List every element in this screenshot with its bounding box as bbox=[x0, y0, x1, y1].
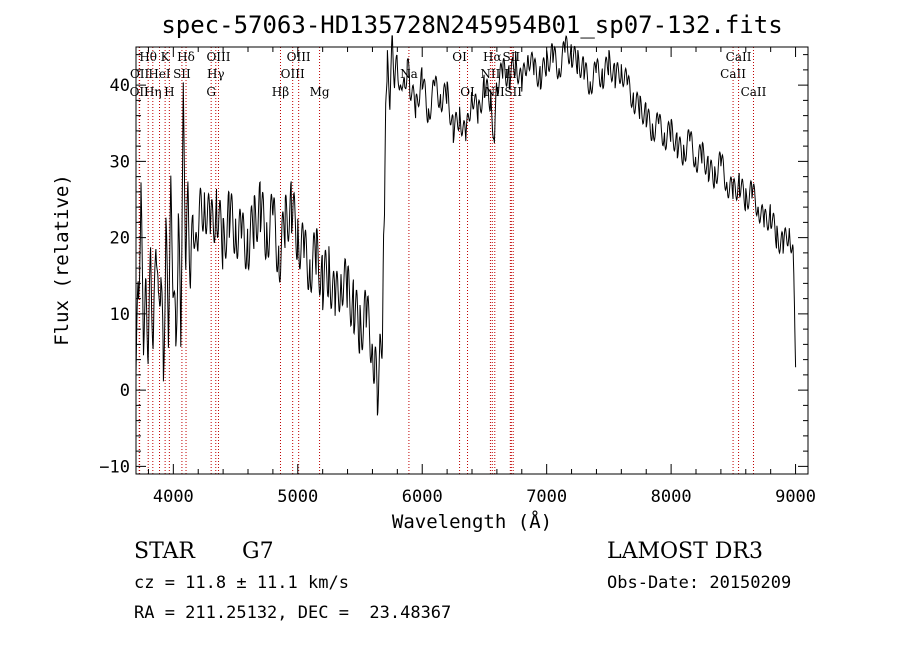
line-marker-label: OIII bbox=[287, 50, 311, 64]
x-tick-label: 6000 bbox=[402, 487, 443, 507]
plot-frame bbox=[135, 46, 809, 475]
line-marker-label: OI bbox=[460, 85, 475, 99]
line-marker-label: CaII bbox=[720, 67, 746, 81]
x-tick-label: 8000 bbox=[651, 487, 692, 507]
line-marker-label: OIII bbox=[281, 67, 305, 81]
spectrum-series bbox=[135, 35, 797, 416]
line-marker-label: G bbox=[206, 85, 216, 99]
x-tick-label: 4000 bbox=[153, 487, 194, 507]
x-tick-label: 9000 bbox=[775, 487, 816, 507]
class-label: STAR bbox=[134, 539, 195, 564]
line-marker-label: Hγ bbox=[207, 67, 225, 81]
y-tick-label: 40 bbox=[110, 76, 130, 96]
obs-date: Obs-Date: 20150209 bbox=[607, 573, 792, 593]
y-axis: −10 0 10 20 30 40 bbox=[99, 54, 808, 477]
line-marker-group: OIIOIIHθHηHeIKHSIIHδGHγOIIIHβOIIIOIIIMgN… bbox=[130, 47, 767, 474]
line-marker-label: SII bbox=[173, 67, 191, 81]
line-marker-label: K bbox=[161, 50, 171, 64]
line-marker-label: Hδ bbox=[177, 50, 195, 64]
line-marker-label: OI bbox=[452, 50, 467, 64]
line-marker-label: OIII bbox=[206, 50, 230, 64]
line-marker-label: Hβ bbox=[272, 85, 289, 99]
line-marker-label: Hη bbox=[144, 85, 162, 99]
ra-dec-value: RA = 211.25132, DEC = 23.48367 bbox=[134, 603, 452, 623]
y-tick-label: 0 bbox=[120, 381, 130, 401]
chart-title: spec-57063-HD135728N245954B01_sp07-132.f… bbox=[161, 11, 782, 39]
spectrum-line bbox=[135, 35, 797, 416]
line-marker-label: CaII bbox=[726, 50, 752, 64]
line-marker-label: SII bbox=[504, 85, 522, 99]
line-marker-label: H bbox=[164, 85, 174, 99]
x-tick-label: 5000 bbox=[277, 487, 318, 507]
subclass-label: G7 bbox=[242, 539, 274, 564]
x-tick-label: 7000 bbox=[526, 487, 567, 507]
line-marker-label: CaII bbox=[741, 85, 767, 99]
y-axis-label: Flux (relative) bbox=[51, 174, 73, 346]
x-axis: 4000 5000 6000 7000 8000 9000 bbox=[147, 47, 816, 507]
line-marker-label: Hθ bbox=[139, 50, 157, 64]
line-marker-label: NII bbox=[485, 85, 505, 99]
line-marker-label: Hα bbox=[483, 50, 502, 64]
line-marker-label: OII bbox=[130, 67, 150, 81]
y-tick-label: 10 bbox=[110, 305, 130, 325]
line-marker-label: NII bbox=[480, 67, 500, 81]
y-tick-label: 30 bbox=[110, 152, 130, 172]
line-marker-label: Mg bbox=[310, 85, 330, 99]
survey-label: LAMOST DR3 bbox=[607, 539, 763, 564]
y-tick-label: 20 bbox=[110, 229, 130, 249]
line-marker-label: HeI bbox=[148, 67, 171, 81]
y-tick-label: −10 bbox=[99, 457, 130, 477]
cz-value: cz = 11.8 ± 11.1 km/s bbox=[134, 573, 349, 593]
x-axis-label: Wavelength (Å) bbox=[392, 510, 552, 533]
